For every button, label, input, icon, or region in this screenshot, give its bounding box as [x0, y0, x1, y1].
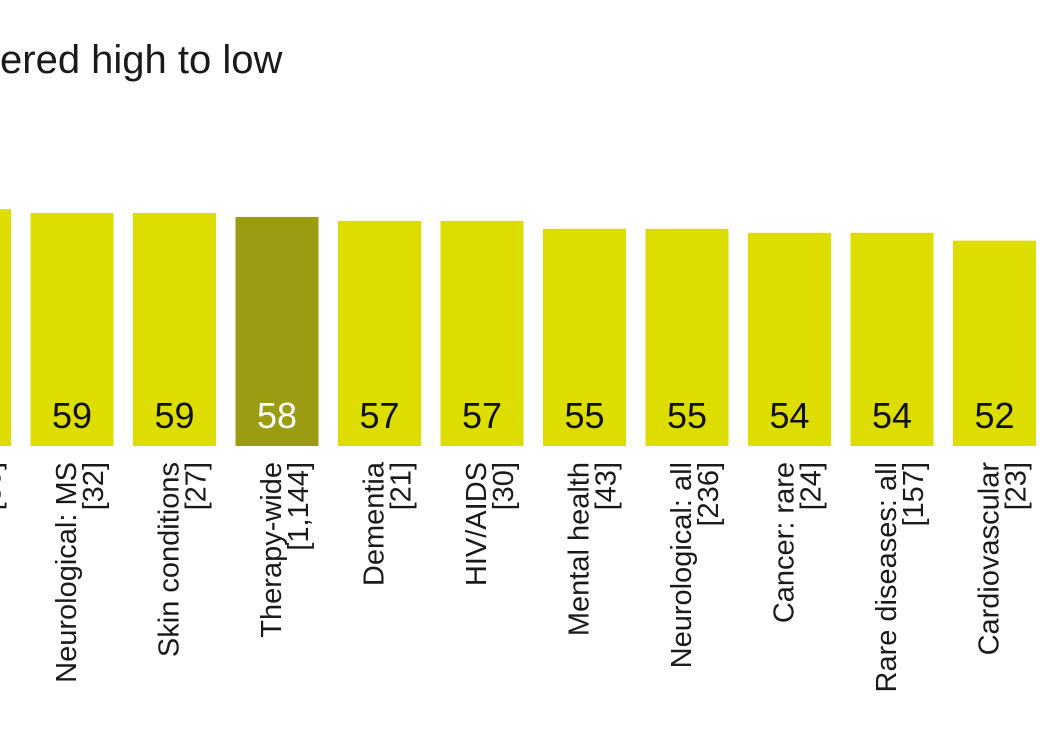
- bar-value-label: 57: [359, 395, 399, 436]
- bar-value-label: 54: [872, 395, 912, 436]
- bar: [0, 209, 11, 446]
- chart-title: ered high to low: [0, 38, 283, 82]
- bar-group: 58 Therapy-wide[1,144]: [235, 216, 319, 638]
- category-name: Mental health: [564, 462, 596, 636]
- bar-value-label: 55: [564, 395, 604, 436]
- category-count: [32]: [78, 462, 110, 510]
- category-count: [27]: [181, 462, 213, 510]
- bar-group: 57 HIV/AIDS[30]: [440, 220, 524, 586]
- bar: [30, 213, 114, 446]
- category-name: HIV/AIDS: [461, 462, 493, 586]
- bar: [850, 232, 934, 446]
- bar: [133, 213, 216, 446]
- category-label: Dementia[21]: [359, 461, 418, 586]
- bar-group: 57 Dementia[21]: [338, 220, 421, 586]
- bar: [338, 220, 421, 446]
- category-name: Therapy-wide: [256, 462, 288, 638]
- bar-value-label: 59: [52, 395, 92, 436]
- category-count: [21]: [386, 462, 418, 510]
- category-label: Cancer: rare[24]: [769, 462, 828, 623]
- category-name: Neurological: MS: [51, 462, 83, 683]
- bar-group: 55 Mental health[43]: [543, 228, 626, 636]
- bar: [440, 220, 524, 446]
- category-count: [43]: [591, 462, 623, 510]
- category-count: [30]: [0, 462, 8, 510]
- category-name: Cancer: rare: [769, 462, 801, 623]
- bar-group: 54 Cancer: rare[24]: [748, 232, 831, 623]
- category-label: Cardiovascular[23]: [974, 462, 1033, 656]
- category-count: [157]: [898, 462, 930, 527]
- bar-value-label: 55: [667, 395, 707, 436]
- bar-value-label: 54: [769, 395, 809, 436]
- category-name: Dementia: [359, 461, 391, 586]
- bar-group: 59 Neurological: MS[32]: [30, 213, 114, 683]
- bar-group: 0[30]: [0, 209, 11, 510]
- category-label: HIV/AIDS[30]: [461, 462, 520, 586]
- bar-value-label: 59: [154, 395, 194, 436]
- bar-value-label: 57: [462, 395, 502, 436]
- bar: [235, 216, 319, 446]
- category-label: [30]: [0, 462, 8, 510]
- bar-group: 52 Cardiovascular[23]: [953, 240, 1036, 656]
- category-name: Skin conditions: [154, 462, 186, 657]
- category-label: Mental health[43]: [564, 462, 623, 636]
- category-count: [30]: [488, 462, 520, 510]
- category-count: [24]: [796, 462, 828, 510]
- bar-value-label: 58: [257, 395, 297, 436]
- category-name: Neurological: all: [666, 462, 698, 668]
- category-name: Cardiovascular: [974, 462, 1006, 656]
- bar: [645, 228, 729, 446]
- category-name: Rare diseases: all: [871, 462, 903, 693]
- bar-group: 55 Neurological: all[236]: [645, 228, 729, 668]
- category-label: Rare diseases: all[157]: [871, 462, 930, 693]
- category-label: Skin conditions[27]: [154, 462, 213, 657]
- bar: [543, 228, 626, 446]
- category-label: Neurological: all[236]: [666, 462, 725, 668]
- category-count: [23]: [1001, 462, 1033, 510]
- category-count: [1,144]: [283, 462, 315, 551]
- bar-group: 54 Rare diseases: all[157]: [850, 232, 934, 693]
- bar-group: 59 Skin conditions[27]: [133, 213, 216, 657]
- category-label: Neurological: MS[32]: [51, 462, 110, 683]
- bar: [748, 232, 831, 446]
- category-count: [236]: [693, 462, 725, 527]
- bar: [953, 240, 1036, 446]
- category-label: Therapy-wide[1,144]: [256, 462, 315, 638]
- bar-value-label: 52: [974, 395, 1014, 436]
